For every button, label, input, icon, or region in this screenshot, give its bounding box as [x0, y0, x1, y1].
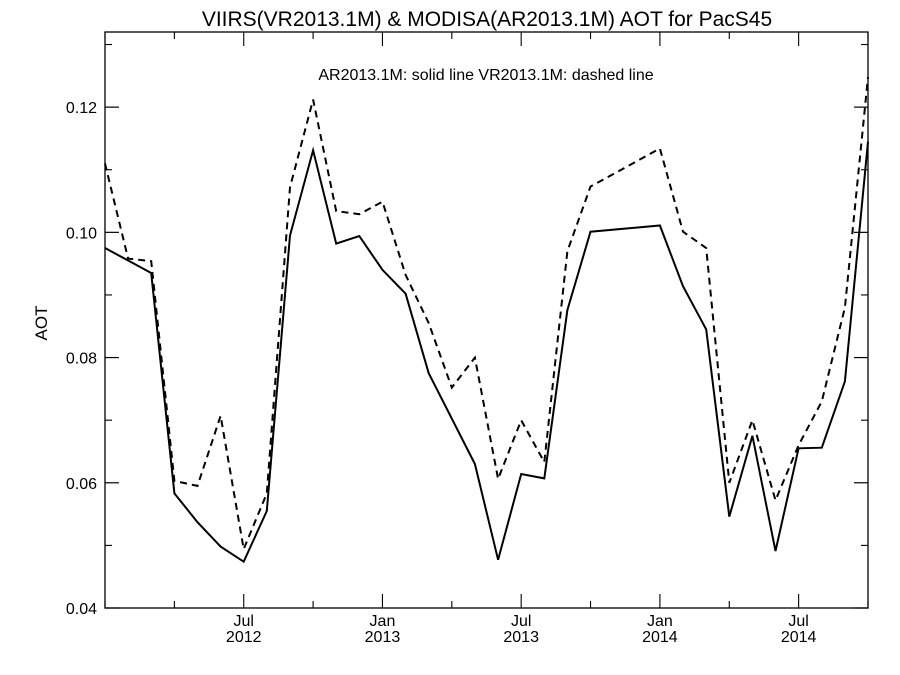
y-tick-label: 0.10 — [66, 225, 97, 242]
y-tick-label: 0.04 — [66, 601, 97, 618]
x-tick-label-month: Jan — [370, 613, 396, 630]
series-line-vr2013-1m — [104, 77, 869, 553]
series-line-ar2013-1m — [104, 141, 869, 564]
x-tick-label-year: 2013 — [365, 629, 401, 646]
y-axis-label: AOT — [32, 306, 51, 341]
x-tick-label-month: Jul — [234, 613, 254, 630]
axis-ticks — [104, 32, 869, 609]
y-tick-label: 0.06 — [66, 476, 97, 493]
x-tick-label-year: 2013 — [503, 629, 539, 646]
x-tick-label-month: Jul — [511, 613, 531, 630]
chart-title: VIIRS(VR2013.1M) & MODISA(AR2013.1M) AOT… — [202, 8, 772, 31]
x-tick-label-month: Jan — [647, 613, 673, 630]
line-style-note: AR2013.1M: solid line VR2013.1M: dashed … — [318, 67, 653, 84]
plot-frame — [104, 31, 869, 609]
y-tick-label: 0.08 — [66, 351, 97, 368]
x-tick-label-year: 2012 — [226, 629, 262, 646]
x-tick-label-month: Jul — [788, 613, 808, 630]
x-tick-label-year: 2014 — [781, 629, 817, 646]
series-group — [104, 77, 869, 564]
x-tick-label-year: 2014 — [642, 629, 678, 646]
y-tick-label: 0.12 — [66, 100, 97, 117]
tick-labels: 0.040.060.080.100.12Jul2012Jan2013Jul201… — [66, 100, 817, 646]
